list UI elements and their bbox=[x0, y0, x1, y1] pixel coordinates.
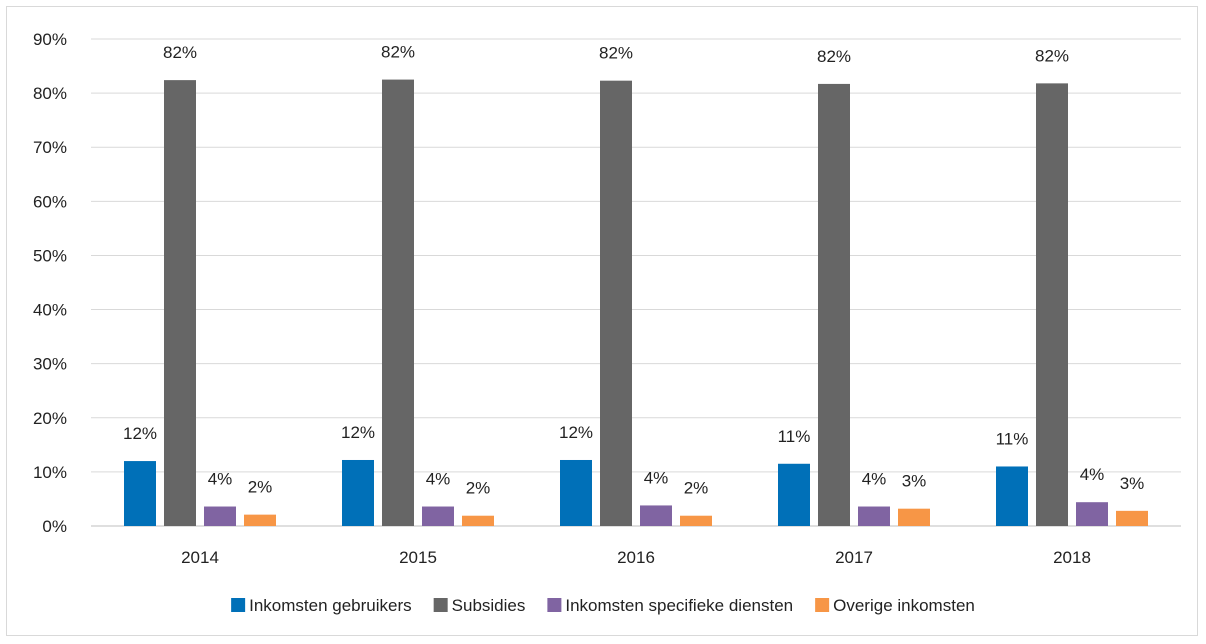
legend-swatch bbox=[547, 598, 562, 612]
data-label: 12% bbox=[341, 423, 375, 442]
data-label: 82% bbox=[1035, 46, 1069, 65]
bar bbox=[996, 466, 1028, 526]
data-label: 4% bbox=[1080, 465, 1105, 484]
data-label: 3% bbox=[1120, 474, 1145, 493]
data-label: 4% bbox=[862, 470, 887, 489]
x-tick-label: 2014 bbox=[181, 548, 219, 567]
legend-label: Overige inkomsten bbox=[833, 596, 975, 615]
data-label: 11% bbox=[996, 429, 1029, 448]
data-label: 4% bbox=[644, 468, 669, 487]
y-axis: 0% 10% 20% 30% 40% 50% 60% 70% 80% 90% bbox=[33, 30, 67, 536]
bar bbox=[164, 80, 196, 526]
data-label: 82% bbox=[163, 43, 197, 62]
y-tick-label: 40% bbox=[33, 301, 67, 320]
bar-chart: 0% 10% 20% 30% 40% 50% 60% 70% 80% 90% 12% 82% 4% 2%… bbox=[33, 30, 1181, 615]
legend-swatch bbox=[231, 598, 246, 612]
bar bbox=[858, 506, 890, 526]
bar bbox=[640, 505, 672, 526]
bar bbox=[204, 506, 236, 526]
data-label: 82% bbox=[599, 44, 633, 63]
bar bbox=[244, 514, 276, 526]
bar bbox=[778, 463, 810, 526]
bar bbox=[560, 459, 592, 526]
data-labels: 12% 82% 4% 2% 12% 82% 4% 2% 12% 82% 4% 2% 11% 82% 4% 3%… bbox=[123, 43, 1144, 498]
bar bbox=[124, 461, 156, 526]
data-label: 2% bbox=[684, 479, 709, 498]
legend-swatch bbox=[433, 598, 448, 612]
y-tick-label: 10% bbox=[33, 463, 67, 482]
data-label: 12% bbox=[559, 423, 593, 442]
data-label: 4% bbox=[208, 470, 233, 489]
legend-label: Inkomsten specifieke diensten bbox=[565, 596, 793, 615]
legend: Inkomsten gebruikers Subsidies Inkomsten s… bbox=[231, 596, 975, 615]
x-tick-label: 2015 bbox=[399, 548, 437, 567]
bar bbox=[462, 515, 494, 526]
data-label: 82% bbox=[817, 47, 851, 66]
y-tick-label: 30% bbox=[33, 355, 67, 374]
x-axis: 2014 2015 2016 2017 2018 bbox=[181, 548, 1091, 567]
data-label: 2% bbox=[248, 478, 273, 497]
x-tick-label: 2016 bbox=[617, 548, 655, 567]
data-label: 11% bbox=[778, 427, 811, 446]
bar bbox=[898, 508, 930, 526]
y-tick-label: 90% bbox=[33, 30, 67, 49]
y-tick-label: 60% bbox=[33, 192, 67, 211]
legend-swatch bbox=[815, 598, 830, 612]
bar bbox=[680, 515, 712, 526]
bar bbox=[342, 459, 374, 526]
y-tick-label: 50% bbox=[33, 246, 67, 265]
y-tick-label: 20% bbox=[33, 409, 67, 428]
bar bbox=[1036, 83, 1068, 527]
bar bbox=[818, 83, 850, 526]
gridlines bbox=[91, 38, 1181, 527]
data-label: 4% bbox=[426, 470, 451, 489]
bar bbox=[1076, 502, 1108, 526]
chart-frame: 0% 10% 20% 30% 40% 50% 60% 70% 80% 90% 12% 82% 4% 2%… bbox=[6, 6, 1198, 636]
y-tick-label: 70% bbox=[33, 138, 67, 157]
bar bbox=[382, 79, 414, 526]
y-tick-label: 80% bbox=[33, 84, 67, 103]
bars bbox=[124, 79, 1148, 527]
x-tick-label: 2018 bbox=[1053, 548, 1091, 567]
bar bbox=[600, 80, 632, 526]
bar bbox=[1116, 510, 1148, 526]
y-tick-label: 0% bbox=[42, 517, 67, 536]
data-label: 3% bbox=[902, 472, 927, 491]
data-label: 12% bbox=[123, 424, 157, 443]
x-tick-label: 2017 bbox=[835, 548, 873, 567]
legend-label: Inkomsten gebruikers bbox=[249, 596, 412, 615]
data-label: 2% bbox=[466, 479, 491, 498]
legend-label: Subsidies bbox=[452, 596, 526, 615]
data-label: 82% bbox=[381, 43, 415, 62]
bar bbox=[422, 506, 454, 526]
